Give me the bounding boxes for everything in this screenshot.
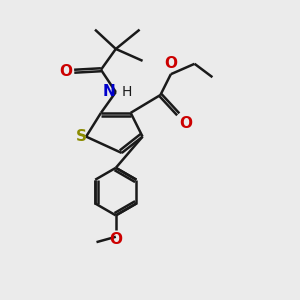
Text: O: O	[180, 116, 193, 131]
Text: O: O	[109, 232, 122, 247]
Text: O: O	[164, 56, 177, 70]
Text: H: H	[122, 85, 132, 99]
Text: S: S	[76, 129, 87, 144]
Text: O: O	[60, 64, 73, 79]
Text: N: N	[103, 84, 115, 99]
